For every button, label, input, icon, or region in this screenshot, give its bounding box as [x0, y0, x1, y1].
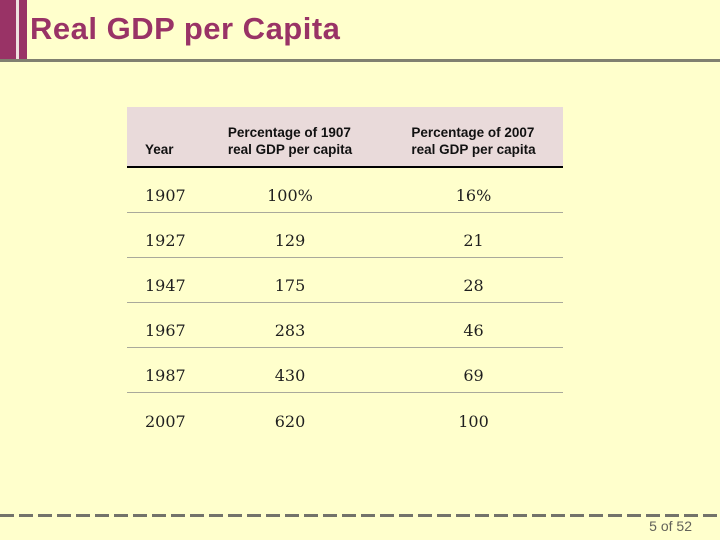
cell-pct-2007: 100 — [458, 412, 489, 431]
corner-accent-bar — [0, 0, 27, 59]
cell-spacer — [358, 205, 384, 212]
table-body: 1907 100% 16% 1927 129 21 1947 175 28 19… — [127, 168, 563, 438]
cell-pct-1907: 620 — [274, 412, 306, 431]
cell-spacer — [358, 295, 384, 302]
cell-spacer — [358, 250, 384, 257]
cell-pct-1907: 100% — [267, 186, 313, 205]
cell-spacer — [358, 431, 384, 438]
cell-pct-1907: 129 — [274, 231, 306, 250]
table-row: 1907 100% 16% — [127, 168, 563, 213]
cell-year: 1907 — [145, 186, 186, 205]
page-title: Real GDP per Capita — [30, 11, 341, 46]
title-divider-rule — [0, 59, 720, 62]
column-header-pct-2007: Percentage of 2007 real GDP per capita — [384, 107, 563, 166]
cell-year: 1967 — [145, 321, 186, 340]
column-spacer — [358, 107, 384, 166]
cell-pct-2007: 16% — [455, 186, 492, 205]
cell-pct-2007: 21 — [463, 231, 484, 250]
cell-year: 2007 — [145, 412, 186, 431]
column-header-pct-1907-line2: real GDP per capita — [227, 142, 353, 158]
table-row: 2007 620 100 — [127, 393, 563, 438]
cell-year: 1987 — [145, 366, 186, 385]
column-header-year: Year — [145, 142, 174, 158]
cell-year: 1927 — [145, 231, 186, 250]
cell-pct-1907: 175 — [274, 276, 306, 295]
cell-pct-2007: 69 — [463, 366, 484, 385]
cell-pct-1907: 430 — [274, 366, 306, 385]
page-indicator: 5 of 52 — [649, 518, 692, 534]
column-header-pct-2007-line1: Percentage of 2007 — [411, 125, 535, 141]
table-row: 1967 283 46 — [127, 303, 563, 348]
cell-spacer — [358, 340, 384, 347]
column-header-pct-1907: Percentage of 1907 real GDP per capita — [222, 107, 358, 166]
table-row: 1947 175 28 — [127, 258, 563, 303]
table-header-row: Year Percentage of 1907 real GDP per cap… — [127, 107, 563, 168]
footer-dashed-rule — [0, 514, 720, 517]
gdp-table: Year Percentage of 1907 real GDP per cap… — [127, 107, 563, 438]
table-row: 1927 129 21 — [127, 213, 563, 258]
cell-pct-1907: 283 — [274, 321, 306, 340]
cell-pct-2007: 28 — [463, 276, 484, 295]
table-row: 1987 430 69 — [127, 348, 563, 393]
cell-pct-2007: 46 — [463, 321, 484, 340]
column-header-pct-2007-line2: real GDP per capita — [411, 142, 536, 158]
cell-spacer — [358, 385, 384, 392]
cell-year: 1947 — [145, 276, 186, 295]
corner-accent-stripe — [16, 0, 19, 59]
column-header-pct-1907-line1: Percentage of 1907 — [227, 125, 351, 141]
